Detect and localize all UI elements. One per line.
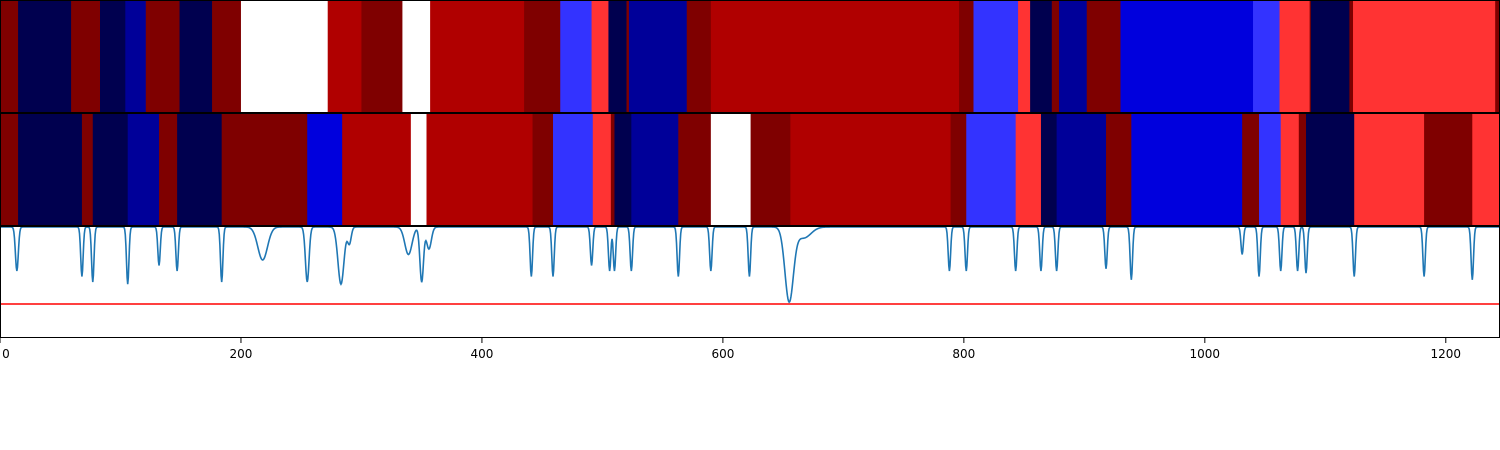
track-1-segment-19 bbox=[686, 1, 712, 112]
track-1-segment-13 bbox=[524, 1, 561, 112]
track-2-heatmap bbox=[0, 114, 1500, 225]
track-2-segment-22 bbox=[950, 114, 967, 225]
track-2-segment-30 bbox=[1259, 114, 1282, 225]
track-1-segment-12 bbox=[430, 1, 525, 112]
track-2-segment-5 bbox=[159, 114, 178, 225]
track-1-segment-27 bbox=[1086, 1, 1121, 112]
track-2-segment-7 bbox=[221, 114, 308, 225]
track-1-segment-14 bbox=[560, 1, 593, 112]
track-1-segment-3 bbox=[100, 1, 126, 112]
track-2-segment-17 bbox=[631, 114, 679, 225]
track-1-segment-4 bbox=[125, 1, 147, 112]
track-1-segment-26 bbox=[1059, 1, 1088, 112]
track-1-segment-6 bbox=[179, 1, 213, 112]
track-2-segment-0 bbox=[0, 114, 19, 225]
track-1-segment-1 bbox=[18, 1, 72, 112]
x-tick-label-5: 1000 bbox=[1190, 347, 1221, 361]
track-2-segment-4 bbox=[127, 114, 160, 225]
track-1-segment-10 bbox=[361, 1, 403, 112]
track-2-segment-24 bbox=[1015, 114, 1042, 225]
track-1-segment-22 bbox=[973, 1, 1019, 112]
track-2-segment-25 bbox=[1040, 114, 1058, 225]
track-1-segment-30 bbox=[1279, 1, 1311, 112]
track-1-segment-31 bbox=[1309, 1, 1312, 112]
track-2-segment-32 bbox=[1298, 114, 1307, 225]
track-1-segment-15 bbox=[591, 1, 609, 112]
track-2-segment-36 bbox=[1472, 114, 1500, 225]
track-2-segment-31 bbox=[1280, 114, 1300, 225]
track-1-segment-16 bbox=[608, 1, 628, 112]
track-1-segment-17 bbox=[626, 1, 630, 112]
track-1-segment-32 bbox=[1310, 1, 1350, 112]
track-1-segment-2 bbox=[71, 1, 101, 112]
track-1-segment-18 bbox=[628, 1, 688, 112]
track-2-segment-23 bbox=[966, 114, 1017, 225]
track-2-segment-20 bbox=[750, 114, 791, 225]
track-1-segment-24 bbox=[1030, 1, 1053, 112]
track-1-heatmap bbox=[0, 1, 1500, 112]
track-2-segment-16 bbox=[614, 114, 632, 225]
track-2-segment-6 bbox=[177, 114, 223, 225]
track-2-segment-3 bbox=[92, 114, 129, 225]
track-1-segment-29 bbox=[1253, 1, 1281, 112]
track-2-segment-12 bbox=[532, 114, 554, 225]
x-tick-label-3: 600 bbox=[711, 347, 734, 361]
track-1-segment-34 bbox=[1353, 1, 1496, 112]
track-2-segment-1 bbox=[18, 114, 83, 225]
x-tick-label-6: 1200 bbox=[1431, 347, 1462, 361]
track-1-segment-11 bbox=[402, 1, 431, 112]
track-1-segment-5 bbox=[145, 1, 181, 112]
track-1-segment-8 bbox=[240, 1, 329, 112]
line-panel-frame bbox=[0, 226, 1500, 338]
track-1-segment-28 bbox=[1120, 1, 1254, 112]
track-2-segment-13 bbox=[553, 114, 594, 225]
x-tick-label-0: 0 bbox=[2, 347, 10, 361]
track-2-segment-8 bbox=[307, 114, 343, 225]
track-2-segment-28 bbox=[1131, 114, 1243, 225]
track-1-segment-20 bbox=[710, 1, 960, 112]
track-2-segment-33 bbox=[1306, 114, 1355, 225]
track-2-segment-27 bbox=[1106, 114, 1132, 225]
track-2-segment-29 bbox=[1242, 114, 1260, 225]
track-1-segment-33 bbox=[1349, 1, 1354, 112]
x-axis: 0 200 400 600 800 1000 1200 bbox=[0, 338, 1461, 361]
track-2-segment-35 bbox=[1424, 114, 1473, 225]
track-2-segment-34 bbox=[1354, 114, 1425, 225]
boundary-score-panel bbox=[0, 226, 1500, 305]
track-2-segment-21 bbox=[790, 114, 952, 225]
track-2-segment-14 bbox=[592, 114, 612, 225]
track-1-segment-9 bbox=[327, 1, 362, 112]
track-2-segment-18 bbox=[678, 114, 712, 225]
x-tick-label-1: 200 bbox=[230, 347, 253, 361]
track-2-segment-9 bbox=[342, 114, 412, 225]
track-1-segment-21 bbox=[959, 1, 974, 112]
track-1-segment-0 bbox=[0, 1, 19, 112]
track-2-segment-15 bbox=[610, 114, 615, 225]
track-2-segment-26 bbox=[1056, 114, 1107, 225]
track-1-segment-35 bbox=[1495, 1, 1500, 112]
x-tick-label-4: 800 bbox=[952, 347, 975, 361]
track-1-segment-7 bbox=[212, 1, 242, 112]
boundary-score-line bbox=[0, 226, 1500, 304]
x-tick-label-2: 400 bbox=[470, 347, 493, 361]
track-2-segment-11 bbox=[426, 114, 534, 225]
track-2-segment-19 bbox=[710, 114, 752, 225]
track-1-segment-23 bbox=[1018, 1, 1031, 112]
track-1-segment-25 bbox=[1051, 1, 1060, 112]
track-2-segment-10 bbox=[410, 114, 428, 225]
track-2-segment-2 bbox=[81, 114, 94, 225]
